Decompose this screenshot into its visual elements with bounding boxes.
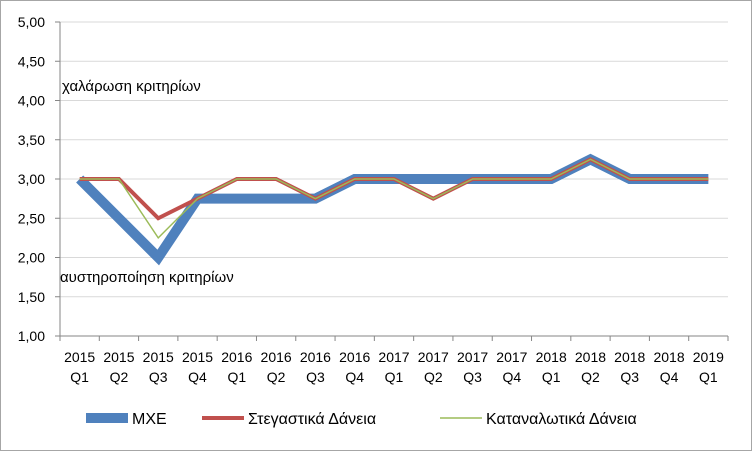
x-tick-label-quarter: Q3 [463,369,482,385]
annotation-easing: χαλάρωση κριτηρίων [62,78,201,95]
y-tick-label: 3,00 [18,171,45,187]
x-tick-label-quarter: Q1 [542,369,561,385]
x-tick-label-year: 2017 [378,349,409,365]
y-tick-label: 1,50 [18,289,45,305]
y-tick-label: 4,00 [18,93,45,109]
legend-label-2: Στεγαστικά Δάνεια [248,411,376,428]
x-tick-label-year: 2016 [221,349,252,365]
y-tick-label: 2,00 [18,250,45,266]
x-tick-label-year: 2018 [653,349,684,365]
x-tick-label-quarter: Q4 [503,369,522,385]
x-tick-label-year: 2017 [496,349,527,365]
x-tick-label-quarter: Q4 [188,369,207,385]
x-tick-label-quarter: Q1 [385,369,404,385]
y-tick-label: 1,00 [18,328,45,344]
x-tick-label-year: 2015 [143,349,174,365]
x-tick-label-quarter: Q1 [227,369,246,385]
y-tick-label: 4,50 [18,53,45,69]
x-tick-label-quarter: Q2 [110,369,129,385]
x-tick-label-year: 2015 [182,349,213,365]
y-tick-label: 5,00 [18,14,45,30]
x-tick-label-year: 2018 [575,349,606,365]
x-tick-label-year: 2017 [418,349,449,365]
annotation-tightening: αυστηροποίηση κριτηρίων [60,269,234,286]
x-tick-label-year: 2018 [536,349,567,365]
x-tick-label-quarter: Q1 [70,369,89,385]
x-tick-label-quarter: Q3 [620,369,639,385]
series-line-3 [79,158,709,240]
x-tick-label-year: 2016 [339,349,370,365]
y-tick-label: 3,50 [18,132,45,148]
x-tick-label-year: 2017 [457,349,488,365]
series-lines [76,153,709,266]
x-axis-ticks: 2015 Q1 2015 Q2 2015 Q3 2015 Q4 2016 Q1 2016 Q2 2016… [59,336,729,385]
y-axis-ticks: 1,00 1,50 2,00 2,50 3,00 3,50 4,00 4,50 5,00 [18,14,60,344]
legend-label-1: ΜΧΕ [132,411,167,428]
x-tick-label-quarter: Q2 [581,369,600,385]
x-tick-label-year: 2015 [64,349,95,365]
x-tick-label-year: 2016 [300,349,331,365]
x-tick-label-year: 2018 [614,349,645,365]
x-tick-label-quarter: Q3 [149,369,168,385]
x-tick-label-quarter: Q2 [424,369,443,385]
x-tick-label-quarter: Q2 [267,369,286,385]
x-tick-label-quarter: Q4 [345,369,364,385]
x-tick-label-year: 2015 [103,349,134,365]
x-tick-label-quarter: Q1 [699,369,718,385]
x-tick-label-quarter: Q4 [660,369,679,385]
legend-label-3: Καταναλωτικά Δάνεια [486,411,637,428]
x-tick-label-quarter: Q3 [306,369,325,385]
y-tick-label: 2,50 [18,210,45,226]
x-tick-label-year: 2016 [261,349,292,365]
x-tick-label-year: 2019 [693,349,724,365]
legend: ΜΧΕ Στεγαστικά Δάνεια Καταναλωτικά Δάνεια [86,411,637,428]
